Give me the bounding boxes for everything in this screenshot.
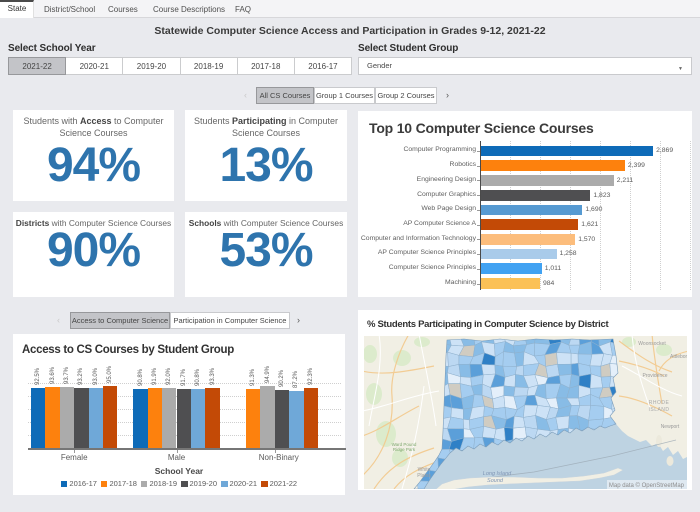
svg-text:Woonsocket: Woonsocket [638,341,666,347]
svg-text:Sound: Sound [487,478,504,484]
svg-text:White: White [418,467,431,473]
svg-text:Newport: Newport [661,424,680,430]
svg-text:Map data © OpenStreetMap: Map data © OpenStreetMap [609,482,685,489]
svg-text:Attleboro: Attleboro [670,354,687,360]
svg-text:Ward Pound: Ward Pound [392,442,417,447]
svg-text:Long Island: Long Island [483,471,512,477]
svg-text:Providence: Providence [642,373,667,379]
svg-text:Ridge Park: Ridge Park [393,447,416,452]
svg-text:Plains: Plains [417,473,431,479]
svg-text:RHODE: RHODE [649,400,670,406]
svg-text:ISLAND: ISLAND [648,407,669,413]
